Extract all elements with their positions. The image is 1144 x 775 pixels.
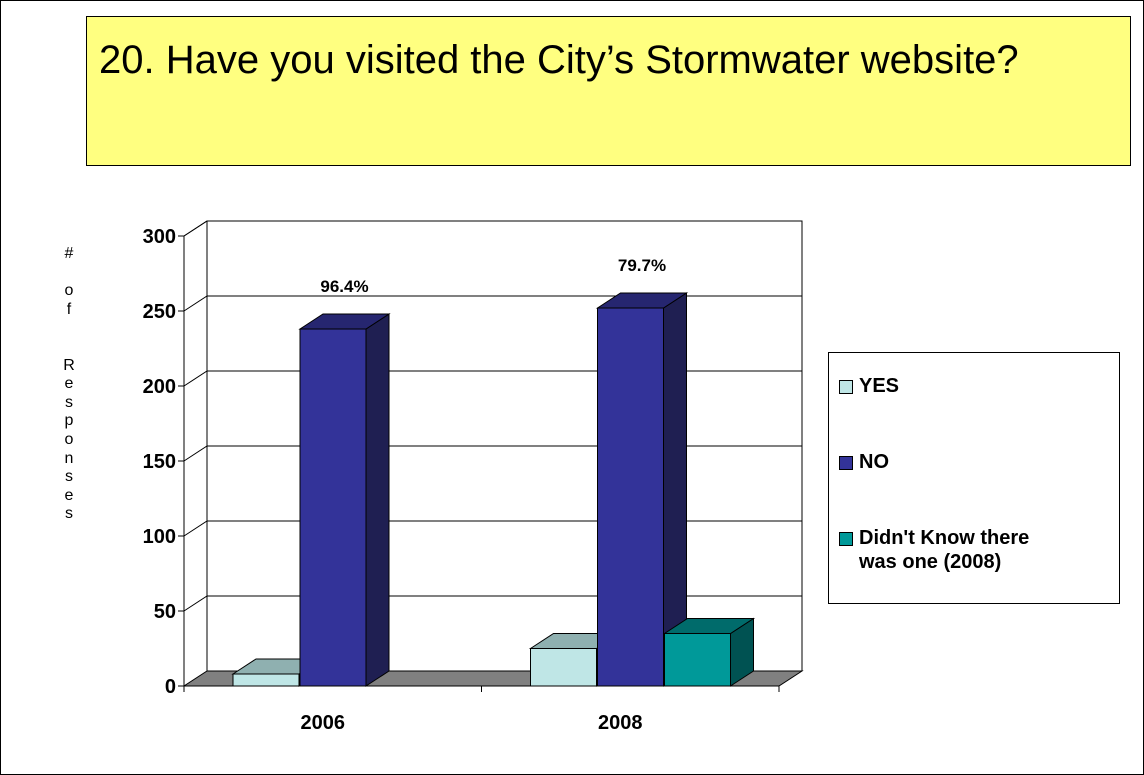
y-tick-label: 150 bbox=[143, 451, 176, 473]
bar-side-2006-no bbox=[365, 313, 390, 687]
y-tick-label: 200 bbox=[143, 376, 176, 398]
slide-title: 20. Have you visited the City’s Stormwat… bbox=[99, 38, 1019, 82]
y-axis-label-char: # bbox=[64, 245, 74, 262]
bar-2008-didn-t-know-there-was-one-2008 bbox=[664, 633, 731, 687]
bar-top-2008-no bbox=[595, 292, 689, 309]
bar-2008-no bbox=[597, 307, 664, 687]
y-tick-label: 0 bbox=[165, 676, 176, 698]
legend-swatch bbox=[839, 456, 853, 470]
legend-swatch bbox=[839, 532, 853, 546]
bar-2008-yes bbox=[530, 648, 597, 687]
bar-top-2008-didn-t-know-there-was-one-2008 bbox=[662, 618, 756, 634]
x-tick-label: 2006 bbox=[301, 712, 346, 734]
y-axis-label-char: n bbox=[64, 449, 74, 467]
y-tick-label: 300 bbox=[143, 226, 176, 248]
gridline bbox=[183, 295, 802, 312]
gridline bbox=[183, 520, 802, 537]
x-tick-label: 2008 bbox=[598, 712, 643, 734]
y-axis-label-char: e bbox=[64, 486, 74, 504]
y-axis-label-char: o bbox=[64, 282, 74, 300]
bar-2006-no bbox=[299, 328, 367, 687]
legend-label: Didn't Know there was one (2008) bbox=[859, 527, 1030, 573]
y-axis-top-edge bbox=[183, 220, 208, 237]
data-label: 96.4% bbox=[320, 277, 368, 296]
legend-label: YES bbox=[859, 375, 900, 397]
y-axis-label-char: e bbox=[64, 375, 74, 393]
y-axis-label-char: p bbox=[64, 412, 74, 430]
y-axis-label-char: R bbox=[63, 356, 75, 374]
gridline bbox=[183, 370, 802, 387]
title-box: 20. Have you visited the City’s Stormwat… bbox=[86, 16, 1131, 166]
gridline bbox=[183, 445, 802, 462]
y-tick-label: 250 bbox=[143, 301, 176, 323]
legend-label: NO bbox=[859, 451, 889, 473]
bar-2006-yes bbox=[232, 673, 300, 687]
chart-legend: YES NO Didn't Know there was one (2008) bbox=[828, 352, 1120, 604]
y-tick-label: 100 bbox=[143, 526, 176, 548]
gridline bbox=[183, 220, 802, 237]
bar-top-2006-no bbox=[298, 313, 391, 330]
y-axis-label-char: s bbox=[65, 393, 73, 411]
y-axis-label-char: o bbox=[64, 430, 74, 448]
legend-swatch bbox=[839, 380, 853, 394]
y-axis-label-char: s bbox=[65, 468, 73, 486]
y-axis-label-char: f bbox=[66, 300, 72, 318]
data-label: 79.7% bbox=[618, 256, 666, 275]
y-axis-label-char: s bbox=[65, 505, 73, 523]
y-tick-label: 50 bbox=[154, 601, 176, 623]
gridline bbox=[183, 595, 802, 612]
